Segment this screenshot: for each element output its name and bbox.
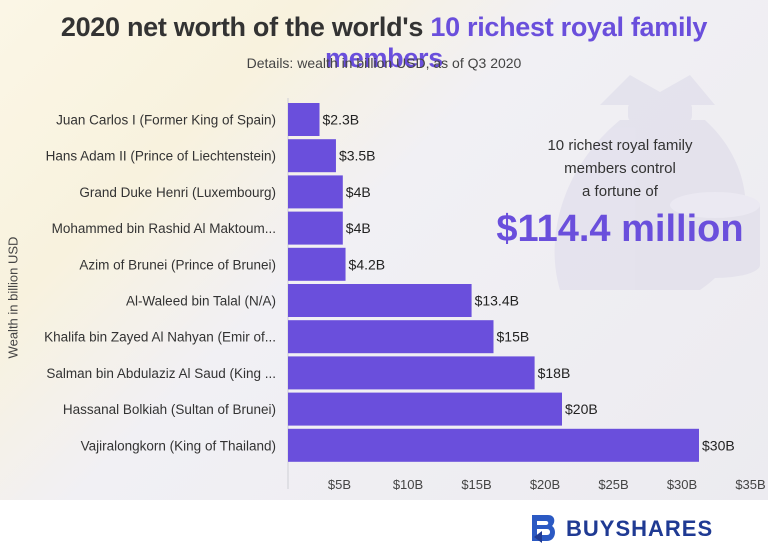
category-label: Vajiralongkorn (King of Thailand) bbox=[81, 438, 276, 453]
title-plain: 2020 net worth of the world's bbox=[60, 12, 424, 42]
y-axis-label: Wealth in billion USD bbox=[5, 236, 21, 359]
x-tick-label: $15B bbox=[461, 477, 491, 492]
category-label: Hassanal Bolkiah (Sultan of Brunei) bbox=[63, 402, 276, 417]
summary-note-line2: members control bbox=[564, 160, 676, 177]
bar bbox=[288, 103, 320, 136]
bar-value-label: $4.2B bbox=[349, 256, 386, 272]
total-amount: $114.4 million bbox=[496, 208, 744, 250]
bar bbox=[288, 139, 336, 173]
bar-value-label: $4B bbox=[346, 184, 371, 200]
bar-value-label: $3.5B bbox=[339, 148, 376, 164]
bar-value-label: $13.4B bbox=[475, 293, 519, 309]
x-tick-label: $5B bbox=[328, 477, 351, 492]
summary-note: 10 richest royal family members control … bbox=[500, 134, 740, 203]
chart-subtitle: Details: wealth in billion USD, as of Q3… bbox=[246, 55, 522, 71]
category-label: Mohammed bin Rashid Al Maktoum... bbox=[52, 221, 276, 236]
category-label: Khalifa bin Zayed Al Nahyan (Emir of... bbox=[44, 330, 276, 345]
bar bbox=[288, 320, 494, 354]
brand-logo: BUYSHARES bbox=[528, 512, 713, 546]
bar bbox=[288, 211, 343, 245]
summary-note-line3: a fortune of bbox=[582, 183, 658, 200]
category-label: Salman bin Abdulaziz Al Saud (King ... bbox=[46, 366, 276, 381]
buyshares-logo-icon bbox=[532, 515, 555, 543]
bar-value-label: $18B bbox=[538, 365, 571, 381]
bar-value-label: $15B bbox=[497, 329, 530, 345]
x-tick-label: $30B bbox=[667, 477, 697, 492]
bar bbox=[288, 247, 346, 281]
bar-value-label: $20B bbox=[565, 401, 598, 417]
x-tick-label: $20B bbox=[530, 477, 560, 492]
category-label: Hans Adam II (Prince of Liechtenstein) bbox=[46, 149, 276, 164]
bar bbox=[288, 428, 699, 462]
x-tick-label: $35B bbox=[735, 477, 765, 492]
chart-title: 2020 net worth of the world's 10 richest… bbox=[0, 12, 768, 74]
category-label: Grand Duke Henri (Luxembourg) bbox=[79, 185, 276, 200]
bar bbox=[288, 356, 535, 390]
bar-value-label: $4B bbox=[346, 220, 371, 236]
summary-note-line1: 10 richest royal family bbox=[547, 137, 693, 154]
category-label: Azim of Brunei (Prince of Brunei) bbox=[79, 257, 276, 272]
x-tick-label: $25B bbox=[598, 477, 628, 492]
category-label: Al-Waleed bin Talal (N/A) bbox=[126, 294, 276, 309]
category-label: Juan Carlos I (Former King of Spain) bbox=[56, 113, 276, 128]
bar bbox=[288, 284, 472, 317]
bar bbox=[288, 175, 343, 209]
brand-name: BUYSHARES bbox=[566, 516, 714, 541]
title-highlight: 10 richest royal family members bbox=[325, 12, 708, 73]
x-tick-label: $10B bbox=[393, 477, 423, 492]
bar bbox=[288, 392, 562, 426]
bar-value-label: $30B bbox=[702, 437, 735, 453]
bar-value-label: $2.3B bbox=[323, 112, 360, 128]
